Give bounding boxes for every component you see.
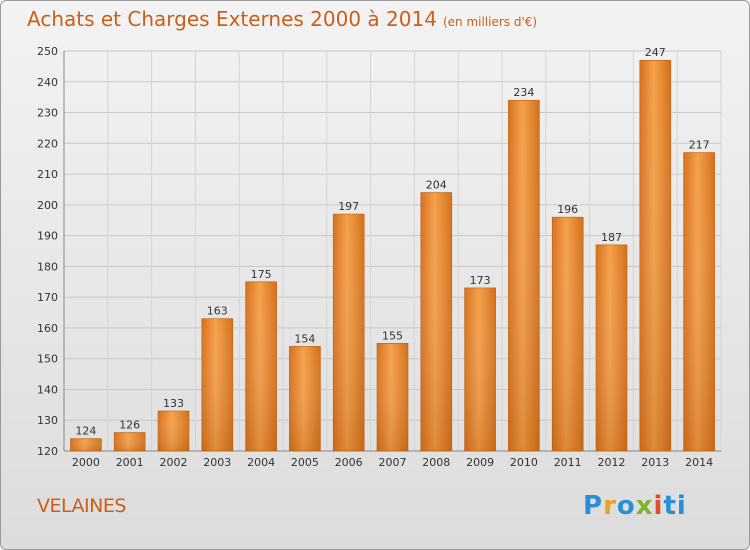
- bar-shade: [289, 346, 321, 451]
- city-name: VELAINES: [37, 495, 126, 517]
- x-tick-label: 2003: [203, 456, 231, 469]
- y-tick-label: 160: [37, 322, 58, 335]
- x-tick-label: 2005: [291, 456, 319, 469]
- chart-title-text: Achats et Charges Externes 2000 à 2014: [27, 7, 437, 31]
- x-tick-label: 2000: [72, 456, 100, 469]
- x-tick-label: 2011: [554, 456, 582, 469]
- bar-shade: [114, 432, 146, 451]
- x-tick-label: 2007: [379, 456, 407, 469]
- value-labels: 124 126 133 163 175 154 197 155 204 173 234 196 187 2…: [75, 46, 709, 437]
- bar-shade: [683, 152, 715, 452]
- logo-letter: r: [603, 491, 617, 521]
- bar-value-label: 204: [426, 179, 447, 192]
- bar-shade: [333, 214, 365, 451]
- bar-shade: [377, 343, 408, 451]
- y-tick-label: 240: [37, 76, 58, 89]
- bar-value-label: 126: [119, 419, 140, 432]
- bar-value-label: 247: [645, 46, 666, 59]
- bar-value-label: 124: [75, 425, 96, 438]
- bar-shade: [245, 281, 277, 451]
- y-tick-label: 230: [37, 107, 58, 120]
- y-tick-label: 220: [37, 137, 58, 150]
- bar-shade: [596, 244, 627, 451]
- logo-letter: o: [616, 491, 636, 521]
- x-tick-label: 2014: [685, 456, 713, 469]
- y-tick-label: 150: [37, 353, 58, 366]
- chart-title: Achats et Charges Externes 2000 à 2014 (e…: [27, 7, 537, 31]
- x-tick-label: 2004: [247, 456, 275, 469]
- bar-value-label: 163: [207, 305, 228, 318]
- bar-value-label: 154: [294, 332, 315, 345]
- bar-shade: [464, 287, 496, 451]
- y-tick-label: 190: [37, 230, 58, 243]
- bar-value-label: 155: [382, 329, 403, 342]
- x-tick-labels: 2000 2001 2002 2003 2004 2005 2006 2007 2008 2009…: [72, 456, 713, 469]
- bar-shade: [639, 60, 671, 451]
- logo-letter: ti: [663, 491, 687, 521]
- bar-value-label: 196: [557, 203, 578, 216]
- bar-shade: [158, 411, 189, 451]
- x-tick-label: 2006: [335, 456, 363, 469]
- y-tick-label: 250: [37, 45, 58, 58]
- bar-value-label: 234: [513, 86, 534, 99]
- x-tick-label: 2009: [466, 456, 494, 469]
- x-tick-label: 2013: [641, 456, 669, 469]
- bar-shade: [552, 217, 584, 451]
- bar-shade: [420, 192, 452, 452]
- bar-value-label: 197: [338, 200, 359, 213]
- x-tick-label: 2002: [160, 456, 188, 469]
- y-tick-labels: 120 130 140 150 160 170 180 190 200 210 220 230 240 2…: [37, 45, 58, 458]
- logo-letter: i: [653, 491, 664, 521]
- bar-value-label: 175: [251, 268, 272, 281]
- y-tick-label: 130: [37, 414, 58, 427]
- logo-letter: P: [583, 491, 604, 521]
- logo-letter: x: [635, 491, 654, 521]
- bar-value-label: 217: [689, 139, 710, 152]
- x-tick-label: 2010: [510, 456, 538, 469]
- bar-shade: [70, 438, 102, 451]
- chart-subtitle: (en milliers d'€): [442, 15, 538, 29]
- y-tick-label: 210: [37, 168, 58, 181]
- bar-value-label: 173: [470, 274, 491, 287]
- y-tick-label: 120: [37, 445, 58, 458]
- y-tick-label: 170: [37, 291, 58, 304]
- proxiti-logo: Proxiti: [583, 491, 687, 521]
- bar-value-label: 187: [601, 231, 622, 244]
- bar-shade: [508, 100, 540, 451]
- x-tick-label: 2001: [116, 456, 144, 469]
- y-tick-label: 200: [37, 199, 58, 212]
- y-tick-label: 140: [37, 383, 58, 396]
- x-tick-label: 2012: [598, 456, 626, 469]
- y-tick-label: 180: [37, 260, 58, 273]
- bar-shade: [201, 318, 233, 451]
- bars: [70, 59, 715, 452]
- x-tick-label: 2008: [422, 456, 450, 469]
- bar-value-label: 133: [163, 397, 184, 410]
